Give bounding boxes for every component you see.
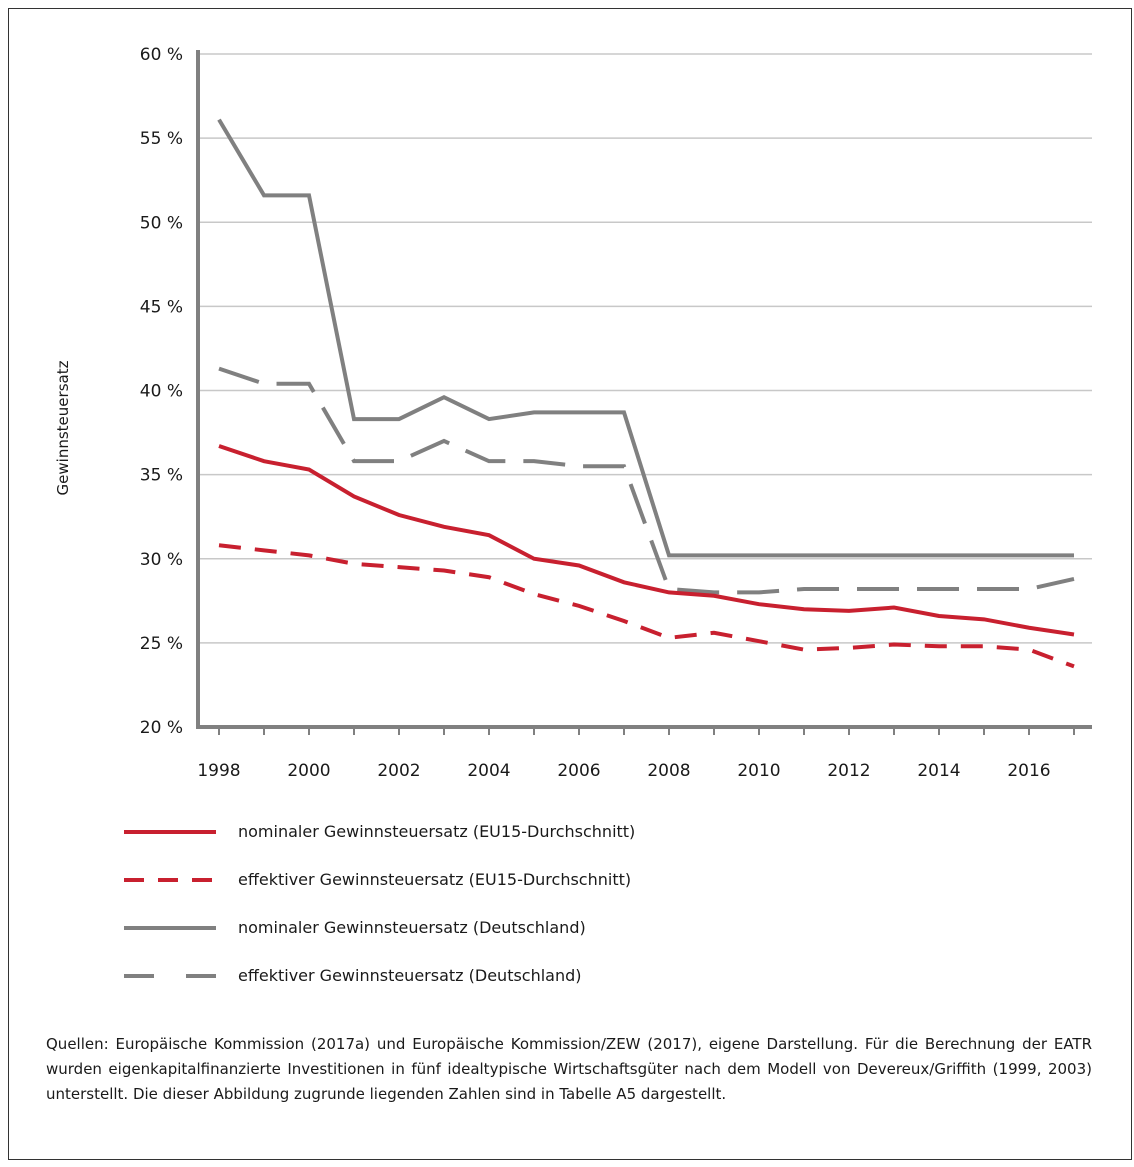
x-tick-label: 2016 xyxy=(1007,761,1050,781)
legend-label: nominaler Gewinnsteuersatz (EU15-Durchsc… xyxy=(238,822,636,841)
x-tick-label: 1998 xyxy=(197,761,240,781)
y-tick-label: 60 % xyxy=(140,45,183,65)
legend-item: nominaler Gewinnsteuersatz (EU15-Durchsc… xyxy=(120,812,1020,860)
x-tick-label: 2008 xyxy=(647,761,690,781)
x-tick-label: 2006 xyxy=(557,761,600,781)
legend-item: effektiver Gewinnsteuersatz (EU15-Durchs… xyxy=(120,860,1020,908)
legend-label: effektiver Gewinnsteuersatz (Deutschland… xyxy=(238,966,582,985)
x-tick-label: 2012 xyxy=(827,761,870,781)
legend: nominaler Gewinnsteuersatz (EU15-Durchsc… xyxy=(120,812,1020,1004)
y-tick-label: 55 % xyxy=(140,129,183,149)
legend-label: nominaler Gewinnsteuersatz (Deutschland) xyxy=(238,918,586,937)
x-tick-label: 2010 xyxy=(737,761,780,781)
x-tick-label: 2004 xyxy=(467,761,510,781)
y-tick-label: 40 % xyxy=(140,382,183,402)
y-tick-label: 35 % xyxy=(140,466,183,486)
line-chart: 20 % 25 % 30 % 35 % 40 % 45 % 50 % 55 % 60 % 199… xyxy=(54,45,1092,781)
y-axis-label: Gewinnsteuersatz xyxy=(54,360,72,495)
legend-item: effektiver Gewinnsteuersatz (Deutschland… xyxy=(120,956,1020,1004)
series-lines xyxy=(217,118,1075,669)
source-note: Quellen: Europäische Kommission (2017a) … xyxy=(46,1035,1092,1103)
legend-swatch xyxy=(124,974,216,978)
series-line xyxy=(218,366,1075,595)
series-line xyxy=(218,444,1075,637)
x-tick-label: 2002 xyxy=(377,761,420,781)
legend-label: effektiver Gewinnsteuersatz (EU15-Durchs… xyxy=(238,870,632,889)
x-tick-label: 2014 xyxy=(917,761,960,781)
legend-swatch xyxy=(124,830,216,834)
y-tick-label: 30 % xyxy=(140,550,183,570)
legend-swatch xyxy=(124,878,216,882)
x-tick-label: 2000 xyxy=(287,761,330,781)
y-tick-labels: 20 % 25 % 30 % 35 % 40 % 45 % 50 % 55 % 60 % xyxy=(140,45,183,738)
figure-frame xyxy=(8,8,1132,1160)
y-tick-label: 25 % xyxy=(140,634,183,654)
y-tick-label: 45 % xyxy=(140,297,183,317)
series-line xyxy=(217,118,1074,558)
y-tick-label: 20 % xyxy=(140,718,183,738)
y-tick-label: 50 % xyxy=(140,213,183,233)
legend-swatch xyxy=(124,926,216,930)
series-line xyxy=(218,543,1075,669)
axes xyxy=(196,50,1092,735)
legend-item: nominaler Gewinnsteuersatz (Deutschland) xyxy=(120,908,1020,956)
x-tick-labels: 1998 2000 2002 2004 2006 2008 2010 2012 2014 2016 xyxy=(197,761,1050,781)
